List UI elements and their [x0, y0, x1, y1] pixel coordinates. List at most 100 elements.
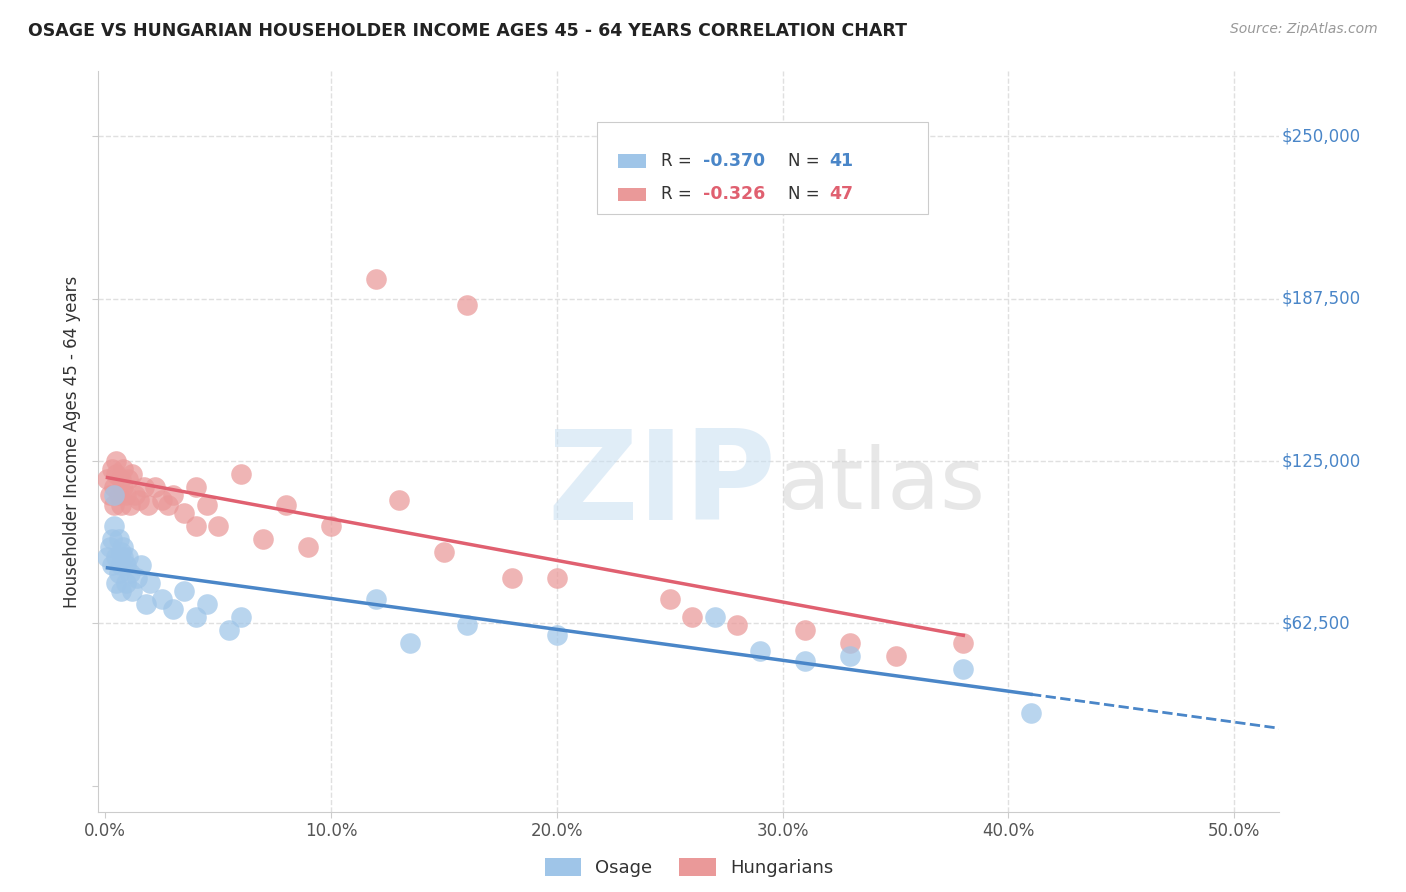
Text: R =: R =	[661, 186, 696, 203]
Point	[110, 583, 132, 598]
Point	[658, 591, 681, 606]
Point	[114, 558, 136, 572]
Point	[103, 519, 125, 533]
Text: $62,500: $62,500	[1282, 615, 1350, 632]
Point	[98, 488, 121, 502]
Point	[105, 467, 128, 481]
Point	[252, 532, 274, 546]
Point	[117, 472, 139, 486]
Text: R =: R =	[661, 152, 696, 170]
Point	[681, 610, 703, 624]
Text: N =: N =	[789, 152, 825, 170]
Text: 47: 47	[830, 186, 853, 203]
Point	[125, 571, 148, 585]
Point	[207, 519, 229, 533]
Text: Source: ZipAtlas.com: Source: ZipAtlas.com	[1230, 22, 1378, 37]
Point	[184, 480, 207, 494]
Point	[110, 472, 132, 486]
Point	[703, 610, 725, 624]
Point	[121, 467, 143, 481]
Point	[132, 480, 155, 494]
Point	[366, 272, 388, 286]
Point	[112, 480, 135, 494]
Point	[839, 648, 862, 663]
Point	[131, 558, 153, 572]
Point	[112, 462, 135, 476]
Point	[150, 493, 173, 508]
Point	[105, 454, 128, 468]
Point	[107, 566, 129, 580]
Point	[884, 648, 907, 663]
Point	[388, 493, 411, 508]
Point	[114, 488, 136, 502]
FancyBboxPatch shape	[596, 121, 928, 214]
Point	[98, 540, 121, 554]
Point	[501, 571, 523, 585]
Point	[112, 540, 135, 554]
Point	[727, 617, 749, 632]
Point	[110, 558, 132, 572]
Point	[218, 623, 240, 637]
Point	[1019, 706, 1042, 720]
Point	[952, 662, 974, 676]
Point	[114, 576, 136, 591]
Point	[229, 610, 252, 624]
Point	[103, 488, 125, 502]
Point	[184, 610, 207, 624]
Point	[229, 467, 252, 481]
Point	[162, 488, 184, 502]
Point	[749, 643, 772, 657]
Point	[195, 498, 218, 512]
Text: -0.370: -0.370	[703, 152, 765, 170]
Point	[139, 576, 162, 591]
Point	[103, 480, 125, 494]
Point	[121, 583, 143, 598]
Point	[135, 597, 157, 611]
Point	[184, 519, 207, 533]
Point	[366, 591, 388, 606]
Legend: Osage, Hungarians: Osage, Hungarians	[537, 850, 841, 884]
Point	[117, 550, 139, 565]
Text: -0.326: -0.326	[703, 186, 765, 203]
Point	[96, 472, 118, 486]
Point	[101, 462, 124, 476]
Point	[103, 498, 125, 512]
Bar	[619, 187, 647, 201]
Point	[456, 298, 478, 312]
Point	[110, 545, 132, 559]
Text: $187,500: $187,500	[1282, 290, 1361, 308]
Point	[399, 636, 422, 650]
Point	[128, 493, 150, 508]
Point	[107, 532, 129, 546]
Bar	[619, 154, 647, 168]
Point	[105, 550, 128, 565]
Text: 41: 41	[830, 152, 853, 170]
Point	[112, 550, 135, 565]
Text: N =: N =	[789, 186, 825, 203]
Point	[433, 545, 456, 559]
Text: $125,000: $125,000	[1282, 452, 1361, 470]
Point	[173, 506, 195, 520]
Point	[107, 488, 129, 502]
Text: OSAGE VS HUNGARIAN HOUSEHOLDER INCOME AGES 45 - 64 YEARS CORRELATION CHART: OSAGE VS HUNGARIAN HOUSEHOLDER INCOME AG…	[28, 22, 907, 40]
Point	[839, 636, 862, 650]
Point	[546, 628, 568, 642]
Point	[101, 558, 124, 572]
Point	[297, 540, 319, 554]
Point	[136, 498, 159, 512]
Point	[150, 591, 173, 606]
Point	[173, 583, 195, 598]
Point	[124, 488, 146, 502]
Text: $250,000: $250,000	[1282, 128, 1361, 145]
Point	[794, 654, 817, 668]
Point	[118, 566, 141, 580]
Point	[157, 498, 180, 512]
Y-axis label: Householder Income Ages 45 - 64 years: Householder Income Ages 45 - 64 years	[63, 276, 82, 607]
Point	[118, 498, 141, 512]
Point	[794, 623, 817, 637]
Point	[143, 480, 166, 494]
Point	[105, 576, 128, 591]
Point	[195, 597, 218, 611]
Point	[952, 636, 974, 650]
Point	[162, 602, 184, 616]
